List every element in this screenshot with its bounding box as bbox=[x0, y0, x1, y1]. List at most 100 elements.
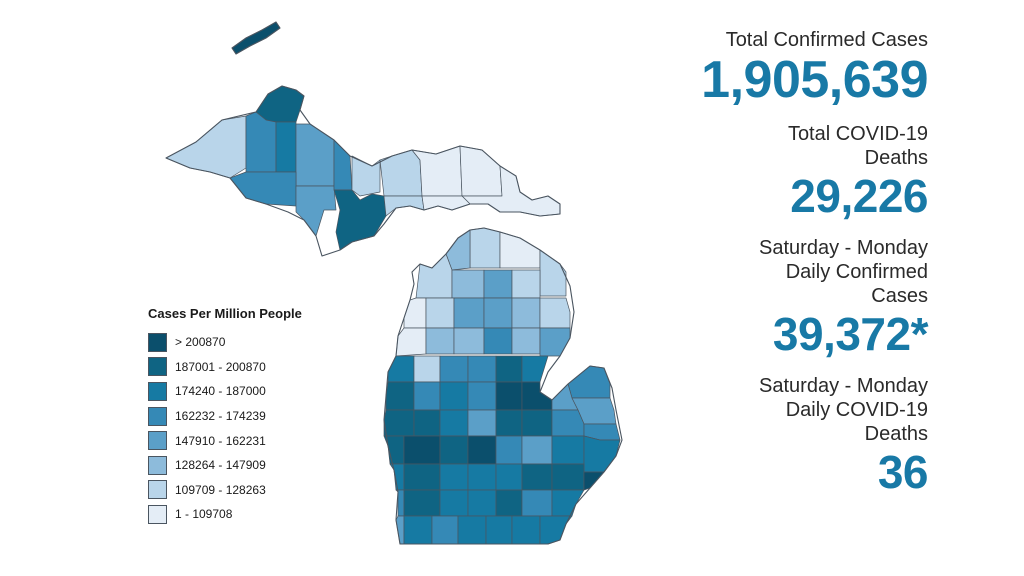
county bbox=[495, 435, 523, 465]
legend-swatch bbox=[148, 332, 167, 352]
legend-label: 109709 - 128263 bbox=[175, 482, 266, 497]
county bbox=[403, 435, 441, 465]
county bbox=[495, 489, 523, 517]
legend-swatch bbox=[148, 480, 167, 500]
legend-label: 187001 - 200870 bbox=[175, 359, 266, 374]
county bbox=[521, 463, 553, 491]
stats-panel: Total Confirmed Cases 1,905,639 Total CO… bbox=[701, 28, 928, 512]
county bbox=[511, 515, 541, 545]
county bbox=[403, 463, 441, 491]
total-deaths-label-line2: Deaths bbox=[864, 147, 928, 169]
county bbox=[425, 327, 455, 355]
legend-item: 174240 - 187000 bbox=[148, 379, 302, 404]
legend-swatch bbox=[148, 381, 167, 401]
county bbox=[495, 463, 523, 491]
county bbox=[539, 327, 571, 357]
county bbox=[295, 123, 335, 187]
legend-item: 128264 - 147909 bbox=[148, 453, 302, 478]
county bbox=[453, 297, 485, 329]
county bbox=[439, 435, 469, 465]
county-polygons bbox=[165, 21, 621, 545]
legend-item: 1 - 109708 bbox=[148, 502, 302, 527]
county bbox=[483, 327, 513, 355]
county bbox=[383, 195, 425, 217]
county bbox=[453, 327, 485, 355]
legend-swatch bbox=[148, 504, 167, 524]
county bbox=[511, 297, 541, 329]
legend-item: 187001 - 200870 bbox=[148, 355, 302, 380]
legend-item: 109709 - 128263 bbox=[148, 478, 302, 503]
legend-label: > 200870 bbox=[175, 335, 226, 350]
total-cases-label: Total Confirmed Cases bbox=[725, 29, 928, 51]
county bbox=[521, 489, 553, 517]
county bbox=[379, 149, 423, 197]
daily-deaths-label-line3: Deaths bbox=[864, 423, 928, 445]
county bbox=[469, 227, 501, 269]
legend-item: > 200870 bbox=[148, 330, 302, 355]
county bbox=[275, 121, 297, 173]
county bbox=[403, 297, 427, 329]
county bbox=[333, 189, 387, 251]
county bbox=[383, 409, 415, 437]
county bbox=[485, 515, 513, 545]
county bbox=[351, 155, 381, 197]
county bbox=[457, 515, 487, 545]
county bbox=[551, 463, 585, 491]
county bbox=[333, 139, 353, 191]
county bbox=[255, 85, 305, 123]
legend-label: 174240 - 187000 bbox=[175, 384, 266, 399]
county bbox=[539, 249, 567, 297]
daily-cases-label-line3: Cases bbox=[871, 285, 928, 307]
county bbox=[467, 355, 497, 383]
county bbox=[413, 409, 441, 437]
legend-item: 147910 - 162231 bbox=[148, 428, 302, 453]
county bbox=[385, 381, 415, 411]
county bbox=[495, 409, 523, 437]
county bbox=[499, 231, 541, 269]
county bbox=[415, 253, 453, 299]
county bbox=[413, 355, 441, 383]
total-deaths-label-line1: Total COVID-19 bbox=[787, 123, 928, 145]
legend-label: 128264 - 147909 bbox=[175, 458, 266, 473]
county bbox=[413, 381, 441, 411]
county bbox=[231, 21, 281, 55]
county bbox=[245, 111, 277, 173]
county bbox=[439, 381, 469, 411]
county bbox=[495, 355, 523, 383]
daily-cases-value: 39,372* bbox=[772, 308, 929, 360]
county bbox=[439, 489, 469, 517]
total-deaths-value: 29,226 bbox=[790, 170, 928, 222]
legend-swatch bbox=[148, 406, 167, 426]
michigan-county-map bbox=[165, 21, 623, 545]
total-cases-value: 1,905,639 bbox=[701, 51, 928, 109]
total-deaths-block: Total COVID-19 Deaths 29,226 bbox=[701, 122, 929, 222]
county bbox=[551, 489, 585, 517]
county bbox=[467, 435, 497, 465]
county bbox=[165, 115, 247, 179]
county bbox=[495, 381, 523, 411]
county bbox=[551, 435, 585, 465]
county bbox=[403, 489, 441, 517]
county bbox=[467, 463, 497, 491]
legend-label: 1 - 109708 bbox=[175, 507, 233, 522]
county bbox=[539, 515, 573, 545]
county bbox=[521, 381, 553, 411]
county bbox=[521, 355, 549, 383]
map-legend: Cases Per Million People > 200870 187001 … bbox=[148, 306, 302, 527]
county bbox=[439, 355, 469, 383]
county bbox=[511, 327, 541, 355]
county bbox=[521, 409, 553, 437]
legend-item: 162232 - 174239 bbox=[148, 404, 302, 429]
daily-cases-label-line2: Daily Confirmed bbox=[785, 261, 928, 283]
daily-deaths-label-line2: Daily COVID-19 bbox=[785, 399, 928, 421]
county bbox=[451, 269, 485, 299]
total-cases-block: Total Confirmed Cases 1,905,639 bbox=[701, 28, 928, 108]
county bbox=[567, 365, 611, 399]
county bbox=[511, 269, 541, 299]
daily-deaths-block: Saturday - Monday Daily COVID-19 Deaths … bbox=[701, 374, 928, 498]
legend-label: 162232 - 174239 bbox=[175, 409, 266, 424]
daily-deaths-label-line1: Saturday - Monday bbox=[759, 375, 928, 397]
legend-swatch bbox=[148, 455, 167, 475]
legend-title: Cases Per Million People bbox=[148, 306, 302, 321]
county bbox=[387, 355, 415, 383]
